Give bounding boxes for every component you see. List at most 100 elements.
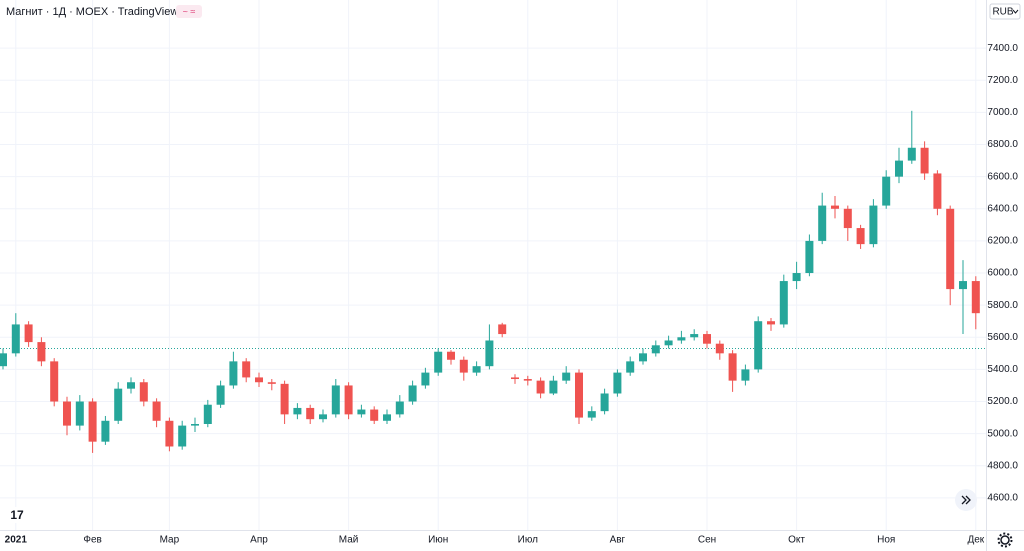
- y-tick-label: 6600.0: [987, 171, 1018, 182]
- y-tick-label: 6200.0: [987, 236, 1018, 247]
- candle-body: [216, 385, 225, 405]
- candle-body: [869, 205, 878, 245]
- candle-body: [933, 173, 942, 209]
- candle-body: [856, 228, 865, 245]
- candle-body: [50, 361, 59, 402]
- candle-body: [63, 401, 71, 426]
- candle-body: [229, 361, 238, 386]
- candle-body: [24, 324, 33, 343]
- x-tick-label: Окт: [788, 535, 805, 546]
- y-tick-label: 6800.0: [987, 139, 1018, 150]
- candle-body: [690, 334, 699, 338]
- candle-body: [754, 321, 763, 370]
- gear-teeth: [997, 532, 1013, 548]
- candle-body: [178, 425, 187, 447]
- y-tick-label: 5000.0: [987, 428, 1018, 439]
- candle-body: [779, 281, 788, 325]
- candle-body: [485, 340, 494, 367]
- candle-body: [395, 401, 404, 415]
- candle-body: [88, 401, 97, 442]
- x-tick-label: Дек: [967, 535, 984, 546]
- candle-body: [715, 343, 724, 354]
- x-tick-label: Фев: [83, 535, 101, 546]
- candle-body: [127, 382, 135, 389]
- candle-body: [255, 377, 263, 383]
- y-tick-label: 7400.0: [987, 43, 1018, 54]
- candle-body: [523, 379, 532, 381]
- logo-bg: [7, 507, 27, 523]
- candle-body: [664, 340, 673, 346]
- candle-body: [767, 321, 775, 325]
- candle-body: [421, 372, 430, 386]
- candle-body: [319, 414, 327, 420]
- candle-body: [587, 411, 596, 418]
- compare-badge[interactable]: [176, 5, 202, 18]
- compare-icon: ~ ≈: [183, 6, 196, 16]
- candle-body: [818, 205, 827, 241]
- candle-body: [703, 334, 711, 344]
- gear[interactable]: [1000, 535, 1010, 545]
- x-tick-label: Июл: [518, 535, 538, 546]
- candle-body: [600, 393, 609, 412]
- candle-body: [971, 281, 980, 314]
- candle-body: [357, 409, 366, 415]
- candle-body: [498, 324, 507, 335]
- candle-body: [843, 208, 852, 229]
- candle-body: [549, 380, 558, 394]
- y-tick-label: 5800.0: [987, 300, 1018, 311]
- x-tick-label: Авг: [610, 535, 626, 546]
- candle-body: [344, 385, 353, 415]
- candle-body: [152, 401, 161, 421]
- y-tick-label: 7000.0: [987, 107, 1018, 118]
- x-tick-label: Ноя: [877, 535, 895, 546]
- candle-body: [0, 353, 7, 367]
- candle-body: [907, 147, 916, 161]
- candle-body: [267, 382, 276, 384]
- candle-body: [792, 273, 801, 282]
- x-tick-label: Апр: [250, 535, 268, 546]
- candle-body: [306, 407, 315, 420]
- candle-body: [331, 385, 340, 415]
- candle-body: [805, 240, 814, 274]
- candle-body: [370, 409, 379, 421]
- y-tick-label: 5200.0: [987, 396, 1018, 407]
- currency-button[interactable]: [989, 3, 1021, 20]
- candle-body: [511, 377, 519, 380]
- candle-body: [203, 404, 212, 424]
- y-tick-label: 6000.0: [987, 268, 1018, 279]
- candle-body: [114, 388, 123, 421]
- currency-caret: [1012, 9, 1019, 14]
- candle-body: [895, 160, 903, 177]
- candle-body: [536, 380, 545, 394]
- y-tick-label: 5400.0: [987, 364, 1018, 375]
- candle-body: [11, 324, 20, 354]
- candle-body: [831, 205, 839, 209]
- candle-body: [613, 372, 622, 394]
- candle-body: [447, 351, 455, 360]
- candle-body: [293, 407, 302, 415]
- candle-body: [242, 361, 251, 378]
- candle-body: [575, 372, 583, 418]
- candle-body: [408, 385, 417, 402]
- candle-body: [37, 342, 46, 362]
- candle-body: [434, 351, 443, 373]
- y-tick-label: 4800.0: [987, 460, 1018, 471]
- y-tick-label: 5600.0: [987, 332, 1018, 343]
- y-tick-label: 6400.0: [987, 203, 1018, 214]
- x-tick-label: 2021: [5, 535, 28, 546]
- candle-body: [920, 147, 929, 174]
- candle-body: [882, 176, 891, 206]
- candle-body: [75, 401, 84, 426]
- candle-body: [139, 382, 148, 402]
- candle-body: [280, 383, 289, 415]
- y-tick-label: 4600.0: [987, 493, 1018, 504]
- candle-body: [562, 372, 571, 381]
- candle-body: [472, 366, 481, 373]
- settings-button[interactable]: [997, 532, 1013, 548]
- candle-body: [959, 281, 967, 290]
- scroll-button[interactable]: [955, 489, 977, 511]
- candle-body: [677, 337, 686, 341]
